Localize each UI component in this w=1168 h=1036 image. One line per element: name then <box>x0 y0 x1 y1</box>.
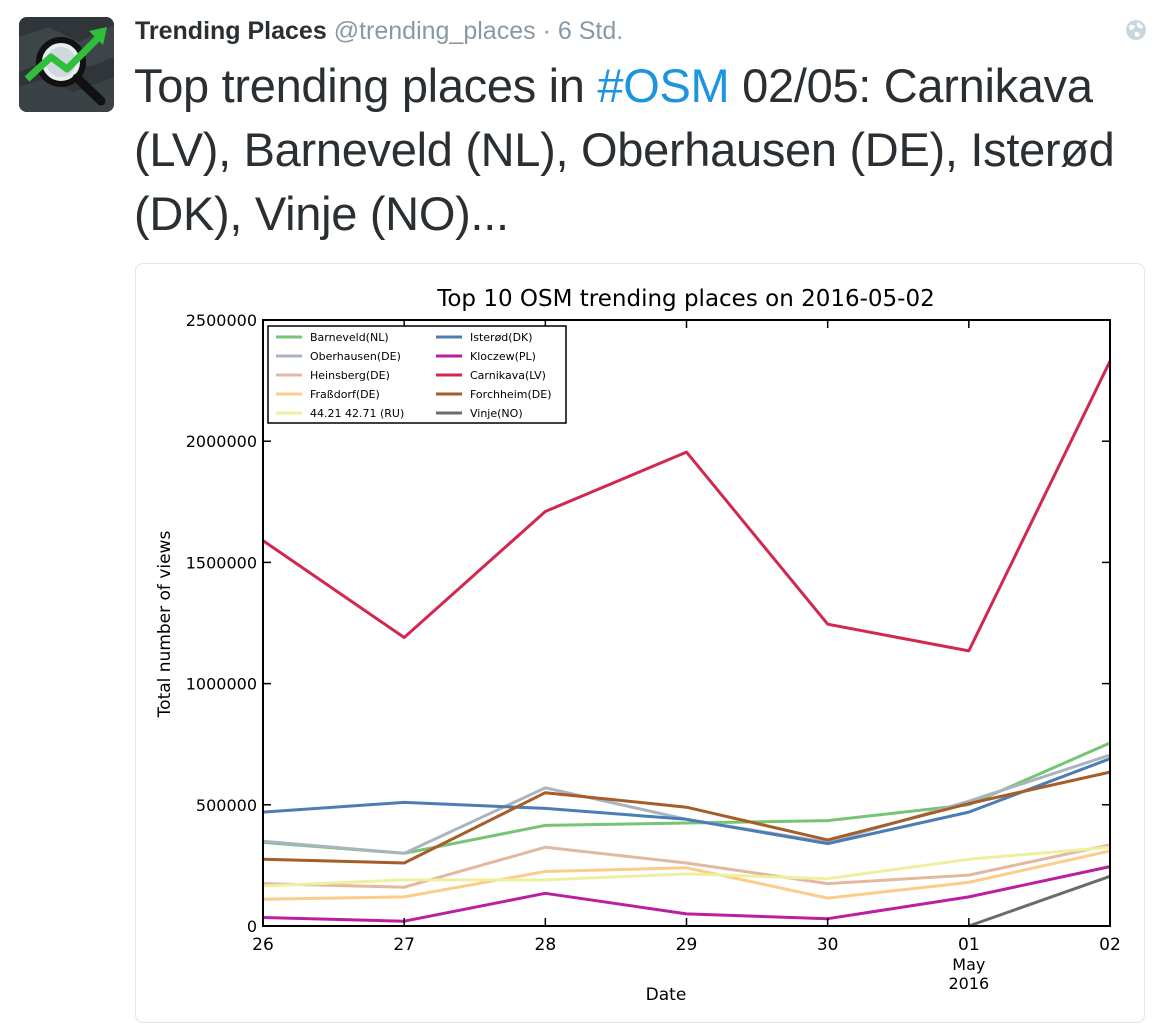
series-line-2 <box>262 843 1111 889</box>
tweet-header: Trending Places @trending_places · 6 Std… <box>135 16 623 46</box>
x-tick-label-2: 28 <box>535 935 557 955</box>
tweet-text-rest: 02/05: Carnikava (LV), Barneveld (NL), O… <box>134 59 1115 240</box>
author-avatar[interactable] <box>19 17 114 112</box>
x-sublabel-year: 2016 <box>948 974 989 993</box>
series-line-7 <box>262 360 1112 653</box>
separator-dot: · <box>542 17 551 45</box>
trending-chart-magnifier-icon <box>19 17 114 112</box>
x-tick-label-3: 29 <box>676 935 698 955</box>
author-handle[interactable]: @trending_places <box>333 17 536 45</box>
media-card[interactable]: Top 10 OSM trending places on 2016-05-02… <box>135 263 1145 1023</box>
series-line-5 <box>262 757 1111 846</box>
tweet-timestamp[interactable]: 6 Std. <box>557 17 624 45</box>
series-line-3 <box>262 849 1111 901</box>
legend-label-1: Oberhausen(DE) <box>310 350 401 363</box>
legend-label-8: Forchheim(DE) <box>470 388 551 401</box>
legend-label-4: 44.21 42.71 (RU) <box>310 407 404 420</box>
legend-label-2: Heinsberg(DE) <box>310 369 390 382</box>
legend-label-9: Vinje(NO) <box>470 407 523 420</box>
author-name[interactable]: Trending Places <box>135 17 327 45</box>
tweet-text-start: Top trending places in <box>134 59 598 112</box>
y-tick-label-2: 1000000 <box>186 675 257 694</box>
y-tick-label-5: 2500000 <box>186 311 257 330</box>
legend-label-5: Isterød(DK) <box>470 331 533 344</box>
x-tick-label-4: 30 <box>817 935 839 955</box>
legend-label-0: Barneveld(NL) <box>310 331 389 344</box>
legend-label-3: Fraßdorf(DE) <box>310 388 380 401</box>
x-tick-label-6: 02 <box>1099 935 1121 955</box>
trending-line-chart: Top 10 OSM trending places on 2016-05-02… <box>155 286 1121 1005</box>
x-tick-label-0: 26 <box>252 935 274 955</box>
y-tick-label-3: 1500000 <box>186 553 257 572</box>
series-line-9 <box>968 874 1111 928</box>
hashtag-link[interactable]: #OSM <box>597 59 730 112</box>
x-sublabel-month: May <box>952 955 985 974</box>
series-line-4 <box>262 845 1111 888</box>
series-line-8 <box>262 770 1111 865</box>
legend-label-7: Carnikava(LV) <box>470 369 546 382</box>
tweet-text: Top trending places in #OSM 02/05: Carni… <box>134 54 1144 246</box>
legend-label-6: Kloczew(PL) <box>470 350 536 363</box>
y-axis-label: Total number of views <box>155 531 175 719</box>
x-tick-label-1: 27 <box>393 935 415 955</box>
y-tick-label-0: 0 <box>247 917 257 936</box>
x-axis-label: Date <box>646 985 687 1005</box>
x-tick-label-5: 01 <box>958 935 980 955</box>
y-tick-label-4: 2000000 <box>186 432 257 451</box>
globe-icon <box>1124 18 1148 42</box>
y-tick-label-1: 500000 <box>196 796 257 815</box>
chart-title: Top 10 OSM trending places on 2016-05-02 <box>436 286 935 312</box>
legend-box <box>267 325 567 424</box>
